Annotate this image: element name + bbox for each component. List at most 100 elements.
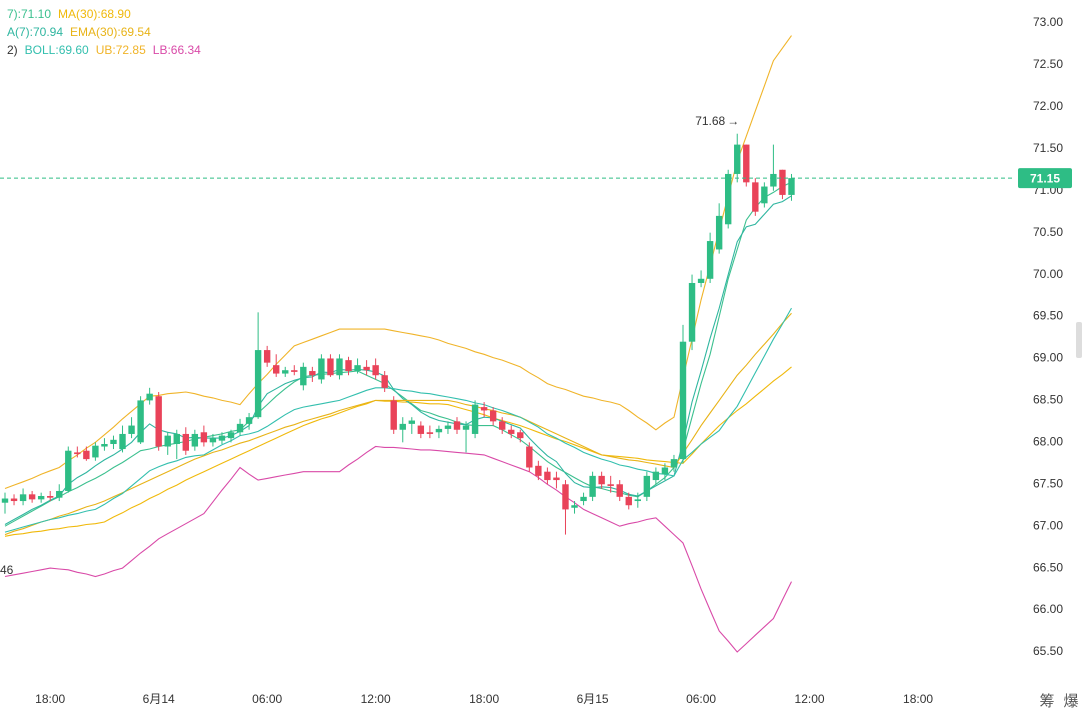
candle-body xyxy=(83,450,90,460)
candle-body xyxy=(363,366,370,371)
candle-body xyxy=(706,241,714,279)
legend-row: A(7):70.94 EMA(30):69.54 xyxy=(7,25,151,39)
candle-body xyxy=(589,475,596,497)
candle-body xyxy=(119,433,126,450)
y-tick-label: 67.50 xyxy=(1033,476,1063,490)
candle-body xyxy=(761,186,768,204)
candle-body xyxy=(643,475,651,497)
candle-body xyxy=(417,425,425,434)
indicator-line xyxy=(4,366,792,537)
x-tick-label: 06:00 xyxy=(686,692,716,706)
x-tick-label: 18:00 xyxy=(35,692,65,706)
candle-body xyxy=(688,282,696,342)
candle-body xyxy=(526,446,533,468)
y-tick-label: 70.50 xyxy=(1033,225,1063,239)
corner-icon: 爆 xyxy=(1063,693,1078,710)
candle-body xyxy=(37,496,45,500)
candle-body xyxy=(444,425,452,429)
candle-body xyxy=(697,278,705,283)
candle-body xyxy=(327,358,334,376)
left-annotation: 46 xyxy=(0,563,14,577)
candle-body xyxy=(227,432,235,439)
x-tick-label: 6月14 xyxy=(143,692,175,706)
legend-row: 7):71.10 MA(30):68.90 xyxy=(7,7,131,21)
candle-body xyxy=(318,358,325,380)
candle-body xyxy=(110,439,117,445)
candle-body xyxy=(625,496,632,506)
y-tick-label: 69.00 xyxy=(1033,351,1063,365)
y-tick-label: 72.50 xyxy=(1033,57,1063,71)
candle-body xyxy=(661,467,669,475)
candle-body xyxy=(435,428,443,433)
legend-entry: EMA(30):69.54 xyxy=(70,25,151,39)
candle-body xyxy=(390,400,397,430)
y-tick-label: 73.00 xyxy=(1033,15,1063,29)
candle-body xyxy=(354,365,361,372)
candle-body xyxy=(752,182,759,212)
legend-entry: MA(30):68.90 xyxy=(58,7,131,21)
candle-body xyxy=(652,471,660,481)
candle-body xyxy=(218,435,226,441)
candle-body xyxy=(426,432,434,434)
side-tab[interactable] xyxy=(1076,322,1082,358)
candle-body xyxy=(182,433,189,451)
candle-body xyxy=(28,494,36,500)
candle-body xyxy=(146,393,153,401)
last-price-box xyxy=(1018,168,1072,189)
candle-body xyxy=(381,375,388,388)
y-tick-label: 72.00 xyxy=(1033,99,1063,113)
indicator-line xyxy=(4,35,792,490)
y-tick-label: 65.50 xyxy=(1033,644,1063,658)
x-tick-label: 06:00 xyxy=(252,692,282,706)
corner-icon: 筹 xyxy=(1039,693,1054,710)
candle-body xyxy=(471,404,479,434)
y-tick-label: 68.00 xyxy=(1033,435,1063,449)
candle-body xyxy=(191,433,199,447)
candle-body xyxy=(282,370,289,374)
candle-body xyxy=(788,178,795,195)
candle-body xyxy=(56,490,63,498)
candle-body xyxy=(607,484,614,486)
candle-body xyxy=(263,350,271,363)
candle-body xyxy=(535,465,542,476)
candle-body xyxy=(499,421,506,430)
y-tick-label: 71.50 xyxy=(1033,141,1063,155)
candle-body xyxy=(309,371,316,376)
candle-body xyxy=(480,407,488,411)
legend-entry: A(7):70.94 xyxy=(7,25,63,39)
candle-body xyxy=(508,429,515,434)
candle-body xyxy=(679,341,687,460)
legend-entry: UB:72.85 xyxy=(96,43,146,57)
candle-body xyxy=(462,425,470,430)
high-arrow: → xyxy=(727,114,739,128)
candle-body xyxy=(743,144,750,183)
x-tick-label: 18:00 xyxy=(903,692,933,706)
candle-body xyxy=(616,484,623,497)
candle-body xyxy=(236,423,244,433)
candle-body xyxy=(92,445,99,458)
candle-body xyxy=(245,417,253,424)
candle-body xyxy=(517,432,524,439)
legend-prefix: 2) xyxy=(7,43,18,57)
candle-body xyxy=(453,421,461,430)
candle-body xyxy=(128,425,135,434)
candle-body xyxy=(164,435,171,447)
x-tick-label: 6月15 xyxy=(577,692,609,706)
y-tick-label: 68.50 xyxy=(1033,393,1063,407)
y-tick-label: 66.00 xyxy=(1033,602,1063,616)
x-tick-label: 12:00 xyxy=(795,692,825,706)
candle-body xyxy=(770,173,777,187)
y-tick-label: 66.50 xyxy=(1033,560,1063,574)
y-tick-label: 67.00 xyxy=(1033,518,1063,532)
candle-body xyxy=(670,459,678,468)
candle-body xyxy=(598,475,605,485)
y-tick-label: 69.50 xyxy=(1033,309,1063,323)
candle-body xyxy=(1,498,9,503)
candle-body xyxy=(254,350,262,418)
candle-body xyxy=(580,496,587,502)
candle-body xyxy=(137,400,144,443)
candle-body xyxy=(336,358,343,376)
